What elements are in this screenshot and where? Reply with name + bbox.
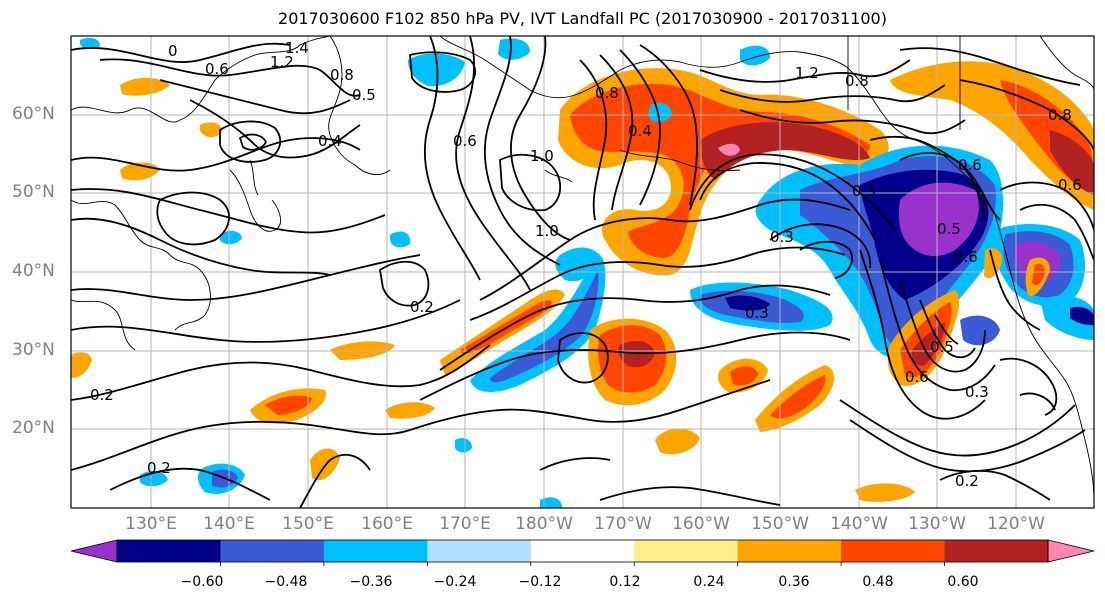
colorbar-tick-label: 0.12 — [609, 574, 641, 590]
colorbar-tick-label: −0.36 — [349, 574, 393, 590]
contours — [71, 36, 1094, 508]
contour-label: 0.3 — [770, 228, 794, 246]
contour-label: 0.2 — [410, 298, 434, 316]
contour-label: 0.4 — [318, 132, 342, 150]
lat-label: 50°N — [12, 182, 55, 202]
contour-label: 0.8 — [845, 72, 869, 90]
map-frame — [70, 35, 1095, 509]
lon-label: 150°E — [282, 514, 334, 534]
colorbar-swatch — [737, 540, 842, 562]
contour-label: 1.4 — [285, 39, 309, 57]
colorbar-extend-low — [70, 539, 118, 563]
lon-label: 170°E — [439, 514, 491, 534]
colorbar-swatch — [323, 540, 428, 562]
contour-label: 0.3 — [745, 304, 769, 322]
lon-label: 130°E — [125, 514, 177, 534]
contour-label: 0.6 — [954, 248, 978, 266]
contour-label: 0.3 — [852, 182, 876, 200]
contour-label: 0.6 — [205, 60, 229, 78]
contour-label: 0.6 — [958, 156, 982, 174]
map-title: 2017030600 F102 850 hPa PV, IVT Landfall… — [278, 9, 887, 28]
contour-label: 1.0 — [535, 222, 559, 240]
contour-label: 1.2 — [270, 53, 294, 71]
colorbar-tick-label: 0.60 — [947, 574, 979, 590]
contour-label: 0.6 — [1058, 176, 1082, 194]
contour-label: 0.5 — [937, 220, 961, 238]
lon-label: 160°W — [672, 514, 730, 534]
colorbar-tick-label: −0.48 — [264, 574, 308, 590]
colorbar-swatch — [427, 540, 532, 562]
lon-label: 150°W — [751, 514, 809, 534]
colorbar — [70, 539, 1095, 566]
colorbar-swatch — [634, 540, 739, 562]
contour-label: 0.3 — [965, 383, 989, 401]
colorbar-extend-high — [1047, 539, 1095, 563]
contour-label: 0.2 — [147, 459, 171, 477]
lat-label: 20°N — [12, 418, 55, 438]
lon-label: 130°W — [908, 514, 966, 534]
contour-label: 0.5 — [352, 86, 376, 104]
lon-label: 140°E — [203, 514, 255, 534]
map-panel: 0 0.6 1.4 1.2 0.8 0.5 0.4 0.6 1.0 0.2 1.… — [71, 36, 1094, 508]
lon-label: 120°W — [987, 514, 1045, 534]
lat-label: 60°N — [12, 104, 55, 124]
colorbar-tick-label: −0.60 — [180, 574, 224, 590]
colorbar-swatch — [530, 540, 635, 562]
contour-label: 0.5 — [930, 338, 954, 356]
contour-label: 0.6 — [453, 132, 477, 150]
contour-label: 0.2 — [955, 472, 979, 490]
colorbar-tick-label: 0.36 — [778, 574, 810, 590]
shaded-field — [71, 38, 1094, 508]
colorbar-tick-label: −0.24 — [433, 574, 477, 590]
colorbar-tick-label: −0.12 — [518, 574, 562, 590]
lon-label: 170°W — [594, 514, 652, 534]
colorbar-tick-label: 0.24 — [693, 574, 725, 590]
colorbar-swatch — [117, 540, 221, 562]
lon-label: 180°W — [515, 514, 573, 534]
colorbar-tick-label: 0.48 — [862, 574, 894, 590]
contour-label: 0.2 — [90, 386, 114, 404]
colorbar-frame — [116, 539, 1049, 563]
contour-label: 0.8 — [595, 84, 619, 102]
colorbar-swatch — [841, 540, 946, 562]
colorbar-swatch — [944, 540, 1049, 562]
colorbar-swatch — [220, 540, 325, 562]
contour-label: 0 — [168, 42, 178, 60]
contour-label: 0.8 — [330, 66, 354, 84]
lat-label: 40°N — [12, 261, 55, 281]
contour-label: 0.8 — [1048, 106, 1072, 124]
contour-labels: 0 0.6 1.4 1.2 0.8 0.5 0.4 0.6 1.0 0.2 1.… — [90, 39, 1082, 490]
lon-label: 160°E — [361, 514, 413, 534]
contour-label: 0.6 — [905, 368, 929, 386]
graticule — [71, 36, 1094, 508]
contour-label: 0.4 — [628, 122, 652, 140]
lon-label: 140°W — [830, 514, 888, 534]
contour-label: 1.0 — [530, 147, 554, 165]
contour-label: 1.2 — [795, 64, 819, 82]
lat-label: 30°N — [12, 340, 55, 360]
